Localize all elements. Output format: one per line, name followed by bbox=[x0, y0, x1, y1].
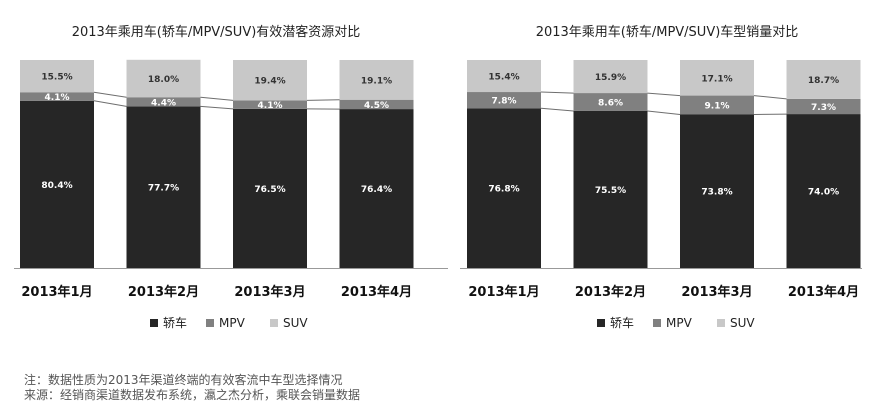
source-text: 来源：经销商渠道数据发布系统，瀛之杰分析，乘联会销量数据 bbox=[24, 388, 361, 402]
value-label-mpv-3: 4.1% bbox=[258, 101, 283, 111]
bar-mpv-4 bbox=[786, 98, 861, 115]
category-label-3: 2013年3月 bbox=[681, 284, 752, 300]
value-label-mpv-2: 4.4% bbox=[151, 98, 176, 108]
category-label-4: 2013年4月 bbox=[341, 284, 412, 300]
legend-swatch-mpv bbox=[206, 319, 214, 327]
category-label-4: 2013年4月 bbox=[788, 284, 859, 300]
value-label-mpv-1: 7.8% bbox=[492, 97, 517, 107]
connector-line-1-2 bbox=[647, 110, 681, 115]
bar-sedan-2 bbox=[573, 110, 648, 269]
legend-swatch-suv bbox=[717, 319, 725, 327]
value-label-mpv-4: 7.3% bbox=[811, 103, 836, 113]
bar-mpv-4 bbox=[339, 99, 414, 110]
bar-mpv-2 bbox=[573, 93, 648, 111]
legend-label-sedan: 轿车 bbox=[163, 315, 187, 330]
value-label-suv-3: 19.4% bbox=[254, 77, 285, 87]
value-label-suv-1: 15.5% bbox=[41, 73, 72, 83]
legend-swatch-sedan bbox=[150, 319, 158, 327]
value-label-suv-3: 17.1% bbox=[701, 74, 732, 84]
value-label-sedan-2: 75.5% bbox=[595, 186, 626, 196]
bar-sedan-4 bbox=[339, 109, 414, 268]
chart-title: 2013年乘用车(轿车/MPV/SUV)车型销量对比 bbox=[536, 24, 799, 40]
category-label-1: 2013年1月 bbox=[21, 284, 92, 300]
value-label-suv-4: 19.1% bbox=[361, 76, 392, 86]
note-text: 注：数据性质为2013年渠道终端的有效客流中车型选择情况 bbox=[24, 373, 343, 387]
bar-sedan-1 bbox=[467, 108, 541, 268]
value-label-mpv-2: 8.6% bbox=[598, 99, 623, 109]
bar-suv-4 bbox=[339, 60, 414, 100]
bar-suv-2 bbox=[573, 60, 648, 94]
bar-mpv-2 bbox=[126, 97, 201, 107]
legend-label-mpv: MPV bbox=[219, 316, 246, 330]
legend-label-suv: SUV bbox=[730, 316, 755, 330]
footnotes: 注：数据性质为2013年渠道终端的有效客流中车型选择情况 来源：经销商渠道数据发… bbox=[24, 373, 360, 403]
bar-mpv-3 bbox=[680, 95, 754, 115]
legend-swatch-sedan bbox=[597, 319, 605, 327]
value-label-sedan-3: 73.8% bbox=[701, 188, 732, 198]
value-label-suv-2: 15.9% bbox=[595, 73, 626, 83]
connector-line-2-1 bbox=[93, 91, 127, 98]
bar-sedan-3 bbox=[680, 114, 754, 268]
connector-line-1-2 bbox=[200, 105, 234, 110]
value-label-suv-1: 15.4% bbox=[488, 73, 519, 83]
value-label-mpv-1: 4.1% bbox=[45, 93, 70, 103]
bar-suv-3 bbox=[233, 60, 307, 101]
chart-title: 2013年乘用车(轿车/MPV/SUV)有效潜客资源对比 bbox=[72, 24, 361, 40]
value-label-sedan-1: 80.4% bbox=[41, 181, 72, 191]
value-label-mpv-4: 4.5% bbox=[364, 101, 389, 111]
category-label-3: 2013年3月 bbox=[234, 284, 305, 300]
bar-sedan-2 bbox=[126, 106, 201, 268]
chart-1: 2013年乘用车(轿车/MPV/SUV)有效潜客资源对比 80.4% 4.1% 15.… bbox=[14, 24, 448, 330]
connector-line-2-2 bbox=[200, 96, 234, 101]
legend-swatch-mpv bbox=[653, 319, 661, 327]
category-label-2: 2013年2月 bbox=[575, 284, 646, 300]
connector-line-2-1 bbox=[540, 91, 574, 94]
bar-suv-1 bbox=[467, 60, 541, 93]
value-label-suv-4: 18.7% bbox=[808, 76, 839, 86]
legend-label-suv: SUV bbox=[283, 316, 308, 330]
legend-swatch-suv bbox=[270, 319, 278, 327]
value-label-suv-2: 18.0% bbox=[148, 75, 179, 85]
bar-sedan-4 bbox=[786, 114, 861, 268]
bar-suv-2 bbox=[126, 59, 201, 98]
bar-sedan-3 bbox=[233, 108, 307, 268]
connector-line-2-3 bbox=[753, 95, 787, 100]
bar-sedan-1 bbox=[20, 100, 94, 268]
connector-line-1-1 bbox=[540, 107, 574, 112]
connector-line-2-2 bbox=[647, 92, 681, 97]
value-label-sedan-4: 76.4% bbox=[361, 185, 392, 195]
category-label-1: 2013年1月 bbox=[468, 284, 539, 300]
bar-mpv-1 bbox=[20, 92, 94, 101]
bar-suv-1 bbox=[20, 60, 94, 93]
category-label-2: 2013年2月 bbox=[128, 284, 199, 300]
value-label-sedan-4: 74.0% bbox=[808, 188, 839, 198]
chart-2: 2013年乘用车(轿车/MPV/SUV)车型销量对比 76.8% 7.8% 15.4%… bbox=[460, 24, 862, 330]
connector-line-1-1 bbox=[93, 100, 127, 107]
value-label-sedan-2: 77.7% bbox=[148, 184, 179, 194]
connector-line-2-3 bbox=[306, 99, 340, 101]
value-label-sedan-1: 76.8% bbox=[488, 185, 519, 195]
legend-label-mpv: MPV bbox=[666, 316, 693, 330]
bar-mpv-3 bbox=[233, 100, 307, 109]
bar-suv-4 bbox=[786, 60, 861, 99]
value-label-sedan-3: 76.5% bbox=[254, 185, 285, 195]
bar-mpv-1 bbox=[467, 92, 541, 109]
legend-label-sedan: 轿车 bbox=[610, 315, 634, 330]
value-label-mpv-3: 9.1% bbox=[705, 102, 730, 112]
bar-suv-3 bbox=[680, 60, 754, 96]
